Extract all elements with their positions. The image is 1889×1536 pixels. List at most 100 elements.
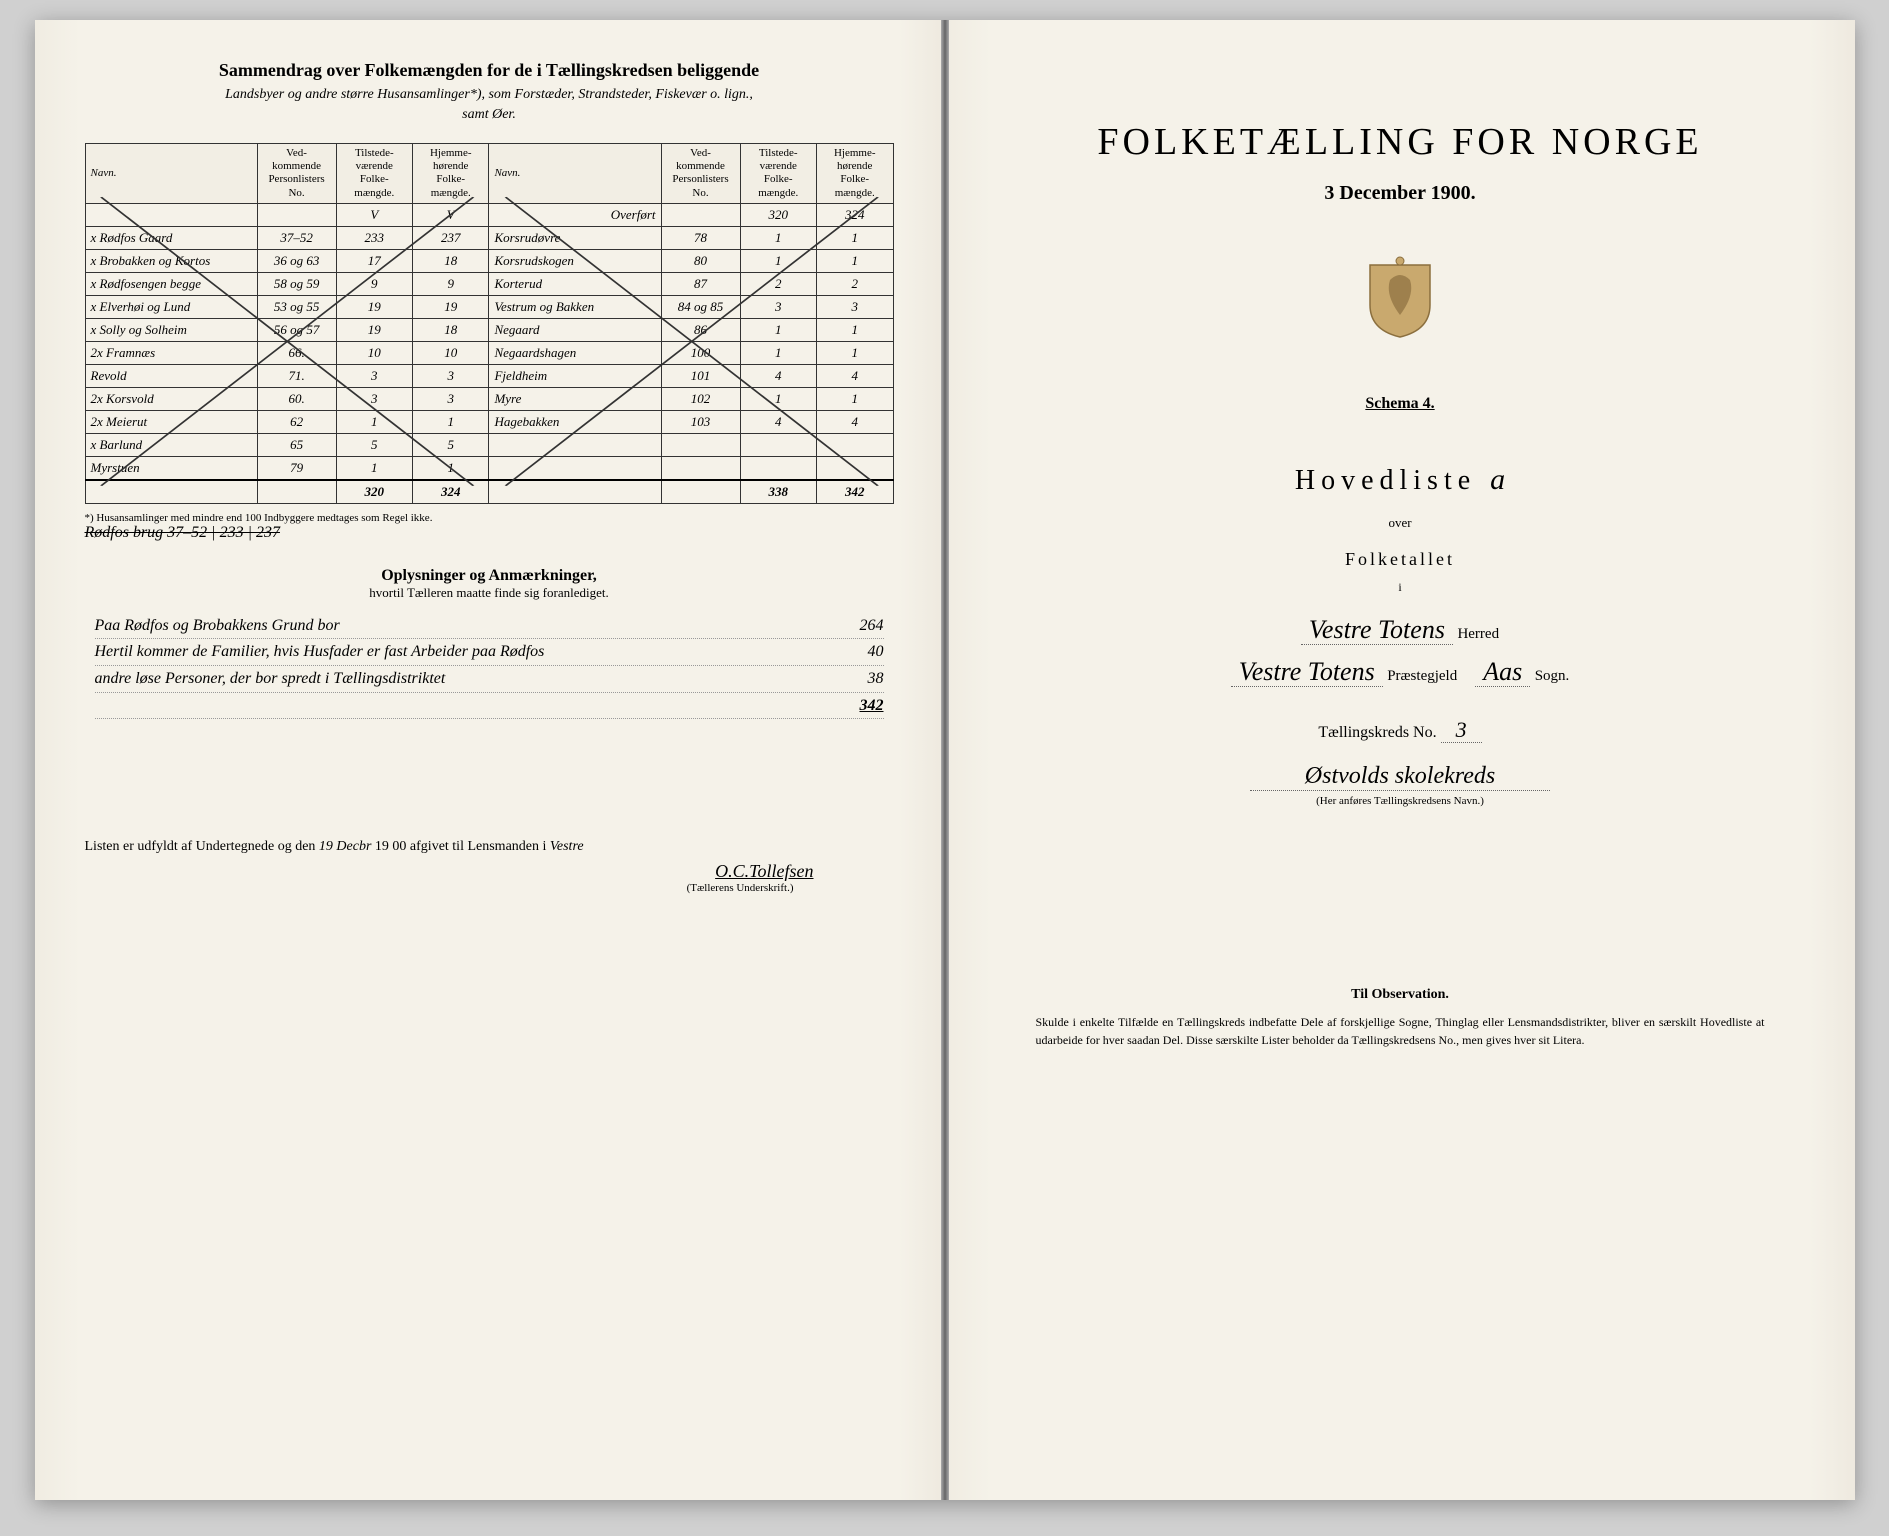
remarks-section: Oplysninger og Anmærkninger, hvortil Tæl… [85, 567, 894, 719]
cell: 1 [336, 456, 412, 480]
total-h2: 342 [816, 480, 893, 504]
cell [816, 433, 893, 456]
remark-line: Paa Rødfos og Brobakkens Grund bor264 [95, 613, 884, 640]
observation-block: Til Observation. Skulde i enkelte Tilfæl… [996, 987, 1805, 1049]
table-row: Revold71.33Fjeldheim10144 [85, 364, 893, 387]
table-row: 2x Korsvold60.33Myre10211 [85, 387, 893, 410]
left-title: Sammendrag over Folkemængden for de i Tæ… [85, 60, 894, 81]
col-tilst-2: Tilstede-værende Folke-mængde. [740, 144, 816, 204]
overfort-h: 324 [816, 203, 893, 226]
census-date: 3 December 1900. [996, 182, 1805, 205]
cell [661, 456, 740, 480]
signature-caption: (Tællerens Underskrift.) [85, 882, 794, 894]
kreds-name: Østvolds skolekreds [1250, 763, 1550, 791]
cell: 1 [740, 387, 816, 410]
cell: 53 og 55 [257, 295, 336, 318]
cell: 1 [413, 410, 489, 433]
header-row: Navn. Ved-kommende Personlisters No. Til… [85, 144, 893, 204]
overfort-t: 320 [740, 203, 816, 226]
cell: Negaard [489, 318, 661, 341]
cell: 71. [257, 364, 336, 387]
book-spine [941, 20, 949, 1500]
cell: 19 [336, 318, 412, 341]
cell: 1 [816, 387, 893, 410]
cell: 80 [661, 249, 740, 272]
cell: 237 [413, 226, 489, 249]
cell: Korterud [489, 272, 661, 295]
cell: 36 og 63 [257, 249, 336, 272]
cell [816, 456, 893, 480]
cell: 2x Framnæs [85, 341, 257, 364]
cell: 87 [661, 272, 740, 295]
cell: 9 [336, 272, 412, 295]
observation-title: Til Observation. [1036, 987, 1765, 1003]
cell: 18 [413, 318, 489, 341]
overfort-row: V V Overført 320 324 [85, 203, 893, 226]
cell: Hagebakken [489, 410, 661, 433]
col-hjemme-1: Hjemme-hørende Folke-mængde. [413, 144, 489, 204]
cell: 103 [661, 410, 740, 433]
cell: 56 og 57 [257, 318, 336, 341]
hovedliste-letter: a [1490, 463, 1505, 496]
cell [489, 433, 661, 456]
cell: x Solly og Solheim [85, 318, 257, 341]
cell: 19 [336, 295, 412, 318]
col-pers-2: Ved-kommende Personlisters No. [661, 144, 740, 204]
cell: Negaardshagen [489, 341, 661, 364]
left-header: Sammendrag over Folkemængden for de i Tæ… [85, 60, 894, 123]
kreds-caption: (Her anføres Tællingskredsens Navn.) [996, 795, 1805, 807]
cell: 233 [336, 226, 412, 249]
cell: 3 [413, 364, 489, 387]
table-wrap: Navn. Ved-kommende Personlisters No. Til… [85, 143, 894, 504]
right-page: FOLKETÆLLING FOR NORGE 3 December 1900. … [946, 20, 1855, 1500]
kreds-no-line: Tællingskreds No. 3 [996, 717, 1805, 743]
remark-line: andre løse Personer, der bor spredt i Tæ… [95, 666, 884, 693]
cell: 2 [740, 272, 816, 295]
cell: 3 [413, 387, 489, 410]
cell: 62 [257, 410, 336, 433]
cell: 1 [740, 226, 816, 249]
total-h1: 324 [413, 480, 489, 504]
cell: x Rødfosengen begge [85, 272, 257, 295]
folketallet-label: Folketallet [996, 549, 1805, 570]
cell: 17 [336, 249, 412, 272]
cell: 3 [816, 295, 893, 318]
population-table: Navn. Ved-kommende Personlisters No. Til… [85, 143, 894, 504]
col-navn-1: Navn. [85, 144, 257, 204]
cell: Myre [489, 387, 661, 410]
cell [740, 433, 816, 456]
cell: Vestrum og Bakken [489, 295, 661, 318]
total-t1: 320 [336, 480, 412, 504]
cell: 79 [257, 456, 336, 480]
cell: 3 [740, 295, 816, 318]
cell: 3 [336, 364, 412, 387]
table-row: x Solly og Solheim56 og 571918Negaard861… [85, 318, 893, 341]
cell: 9 [413, 272, 489, 295]
cell: 1 [740, 341, 816, 364]
i-label: i [996, 580, 1805, 595]
cell: 5 [336, 433, 412, 456]
cell: x Brobakken og Kortos [85, 249, 257, 272]
table-row: x Elverhøi og Lund53 og 551919Vestrum og… [85, 295, 893, 318]
remarks-title: Oplysninger og Anmærkninger, [85, 567, 894, 585]
observation-text: Skulde i enkelte Tilfælde en Tællingskre… [1036, 1013, 1765, 1049]
cell: 4 [740, 364, 816, 387]
signature-line: Listen er udfyldt af Undertegnede og den… [85, 839, 894, 855]
cell: Korsrudskogen [489, 249, 661, 272]
cell: 78 [661, 226, 740, 249]
herred-line: Vestre Totens Herred [996, 615, 1805, 645]
over-label: over [996, 515, 1805, 531]
main-title: FOLKETÆLLING FOR NORGE [996, 120, 1805, 164]
cell: 4 [816, 410, 893, 433]
table-row: x Brobakken og Kortos36 og 631718Korsrud… [85, 249, 893, 272]
remark-line: 342 [95, 693, 884, 720]
table-row: 2x Meierut6211Hagebakken10344 [85, 410, 893, 433]
cell: 65 [257, 433, 336, 456]
signature-block: Listen er udfyldt af Undertegnede og den… [85, 839, 894, 894]
cell [489, 456, 661, 480]
cell: 86 [661, 318, 740, 341]
cell: 1 [413, 456, 489, 480]
cell: 1 [816, 226, 893, 249]
left-page: Sammendrag over Folkemængden for de i Tæ… [35, 20, 946, 1500]
cell: 100 [661, 341, 740, 364]
